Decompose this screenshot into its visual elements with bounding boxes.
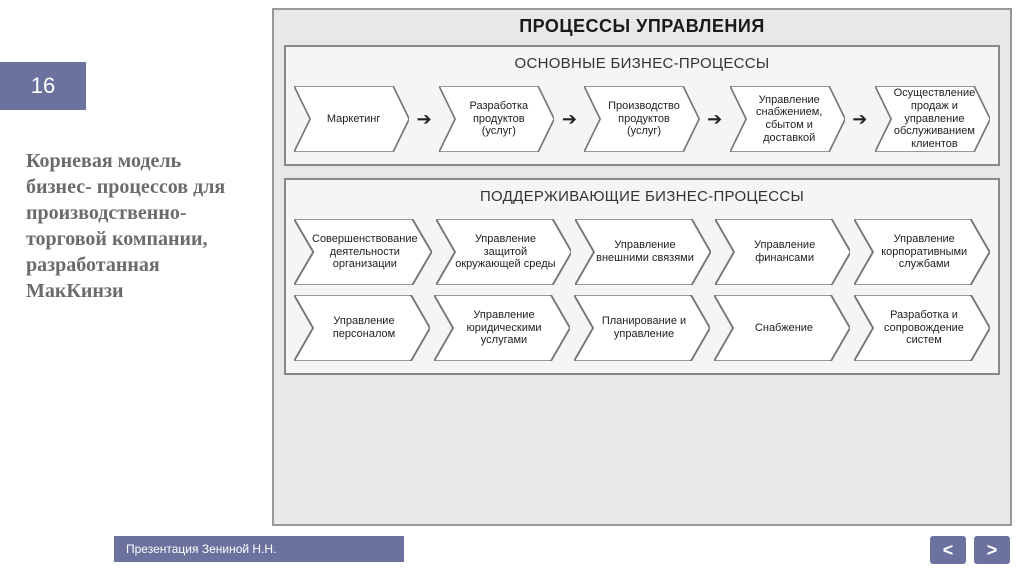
process-chevron: Планирование и управление: [574, 295, 710, 361]
process-chevron: Управление персоналом: [294, 295, 430, 361]
process-label: Снабжение: [737, 322, 827, 335]
footer-text: Презентация Зениной Н.Н.: [126, 542, 276, 556]
process-diagram: ПРОЦЕССЫ УПРАВЛЕНИЯ ОСНОВНЫЕ БИЗНЕС-ПРОЦ…: [272, 8, 1012, 526]
arrow-right-icon: ➔: [849, 108, 871, 130]
process-chevron: Управление внешними связями: [575, 219, 711, 285]
process-label: Управление финансами: [715, 239, 851, 264]
process-chevron: Снабжение: [714, 295, 850, 361]
process-label: Разработка и сопровождение систем: [854, 309, 990, 347]
process-chevron: Управление снабжением, сбытом и доставко…: [730, 86, 845, 152]
next-slide-button[interactable]: >: [974, 536, 1010, 564]
process-label: Управление снабжением, сбытом и доставко…: [730, 94, 845, 145]
chevron-row: Управление персоналом Управление юридиче…: [294, 295, 990, 361]
arrow-right-icon: ➔: [558, 108, 580, 130]
process-label: Маркетинг: [309, 113, 394, 126]
diagram-section: ПОДДЕРЖИВАЮЩИЕ БИЗНЕС-ПРОЦЕССЫ Совершенс…: [284, 178, 1000, 375]
process-chevron: Производство продуктов (услуг): [584, 86, 699, 152]
arrow-right-icon: ➔: [704, 108, 726, 130]
prev-slide-button[interactable]: <: [930, 536, 966, 564]
slide-number-badge: 16: [0, 62, 86, 110]
process-label: Производство продуктов (услуг): [584, 100, 699, 138]
slide-number-text: 16: [31, 73, 55, 99]
process-label: Совершенствование деятельности организац…: [294, 233, 432, 271]
process-label: Осуществление продаж и управление обслуж…: [875, 87, 990, 150]
process-chevron: Разработка и сопровождение систем: [854, 295, 990, 361]
process-label: Управление внешними связями: [575, 239, 711, 264]
slide-title: Корневая модель бизнес- процессов для пр…: [26, 148, 246, 304]
chevron-right-icon: >: [987, 540, 998, 561]
section-title: ПОДДЕРЖИВАЮЩИЕ БИЗНЕС-ПРОЦЕССЫ: [294, 188, 990, 205]
process-chevron: Осуществление продаж и управление обслуж…: [875, 86, 990, 152]
process-label: Разработка продуктов (услуг): [439, 100, 554, 138]
process-label: Управление защитой окружающей среды: [436, 233, 572, 271]
process-label: Управление персоналом: [294, 315, 430, 340]
footer-bar: Презентация Зениной Н.Н.: [114, 536, 404, 562]
process-chevron: Управление финансами: [715, 219, 851, 285]
process-chevron: Управление юридическими услугами: [434, 295, 570, 361]
chevron-row: Маркетинг➔ Разработка продуктов (услуг)➔…: [294, 86, 990, 152]
process-chevron: Совершенствование деятельности организац…: [294, 219, 432, 285]
process-label: Управление корпоративными службами: [854, 233, 990, 271]
process-chevron: Разработка продуктов (услуг): [439, 86, 554, 152]
chevron-left-icon: <: [943, 540, 954, 561]
arrow-right-icon: ➔: [413, 108, 435, 130]
process-label: Планирование и управление: [574, 315, 710, 340]
process-chevron: Управление защитой окружающей среды: [436, 219, 572, 285]
chevron-row: Совершенствование деятельности организац…: [294, 219, 990, 285]
process-label: Управление юридическими услугами: [434, 309, 570, 347]
process-chevron: Управление корпоративными службами: [854, 219, 990, 285]
diagram-section: ОСНОВНЫЕ БИЗНЕС-ПРОЦЕССЫ Маркетинг ➔ Разр…: [284, 45, 1000, 166]
section-title: ОСНОВНЫЕ БИЗНЕС-ПРОЦЕССЫ: [294, 55, 990, 72]
diagram-main-title: ПРОЦЕССЫ УПРАВЛЕНИЯ: [284, 16, 1000, 37]
process-chevron: Маркетинг: [294, 86, 409, 152]
